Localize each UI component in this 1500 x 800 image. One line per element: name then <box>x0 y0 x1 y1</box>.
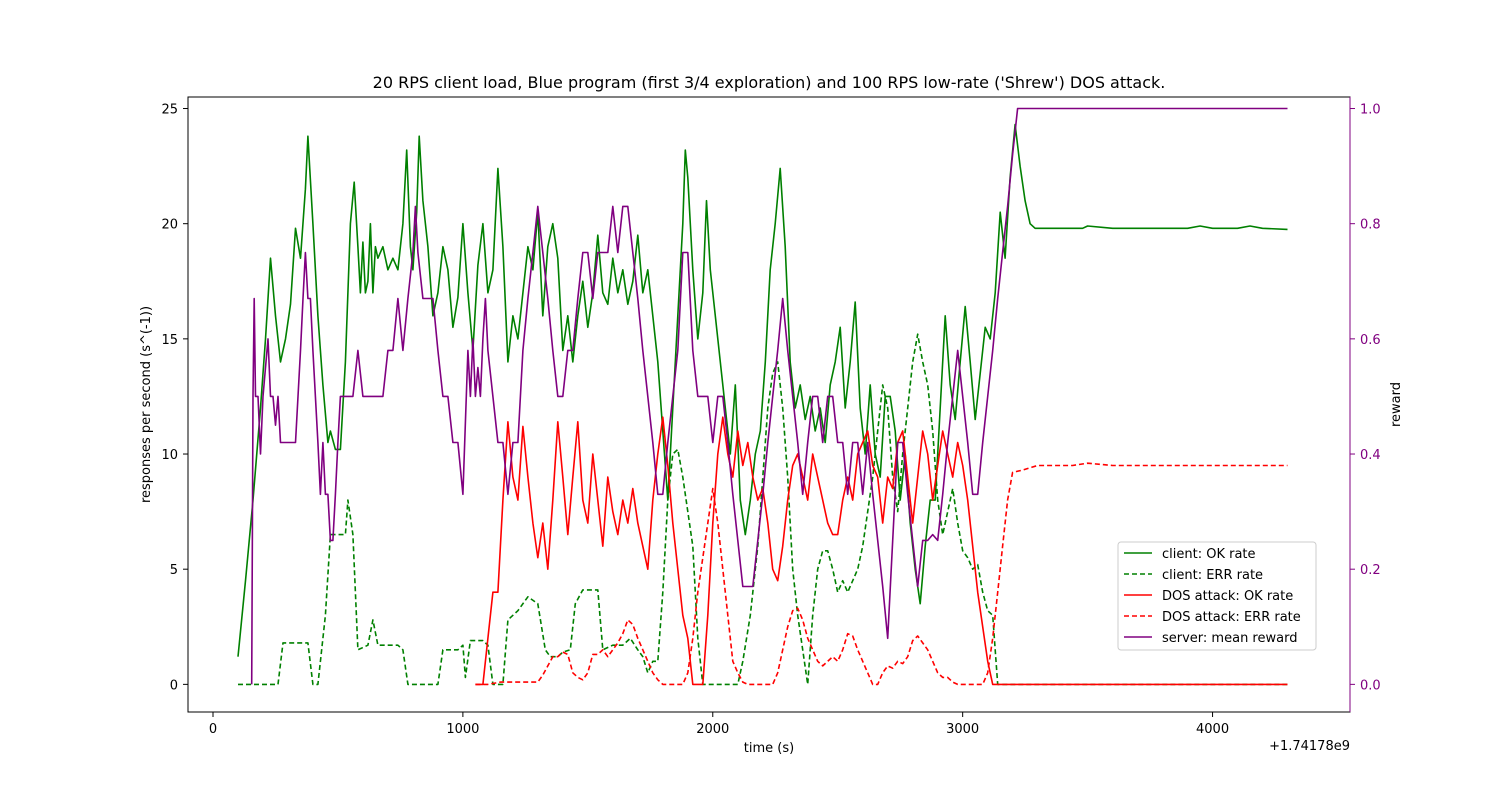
y-tick-label: 20 <box>161 218 178 233</box>
series-line-3 <box>475 462 1288 686</box>
y-tick-label: 10 <box>161 448 178 463</box>
series-line-0 <box>237 123 1288 657</box>
y-axis: 0 5 10 15 20 25 <box>161 103 188 693</box>
x-tick-label: 0 <box>209 722 217 737</box>
x-tick-label: 3000 <box>946 722 979 737</box>
x-tick-label: 4000 <box>1196 722 1229 737</box>
legend-label: client: ERR rate <box>1162 568 1263 583</box>
legend-box <box>1117 541 1317 651</box>
y-tick-label: 5 <box>170 563 178 578</box>
y2-tick-label: 0.6 <box>1360 333 1381 348</box>
y2-tick-label: 0.4 <box>1360 448 1381 463</box>
chart-title: 20 RPS client load, Blue program (first … <box>373 73 1166 92</box>
y2-axis: 0.0 0.2 0.4 0.6 0.8 1.0 <box>1349 97 1381 712</box>
y2-tick-label: 0.8 <box>1360 218 1381 233</box>
y-tick-label: 0 <box>170 678 178 693</box>
legend-label: DOS attack: ERR rate <box>1162 610 1301 625</box>
x-offset-label: +1.74178e9 <box>1269 739 1350 754</box>
y-tick-label: 25 <box>161 103 178 118</box>
legend-label: client: OK rate <box>1162 547 1256 562</box>
y-axis-label: responses per second (s^(-1)) <box>139 306 154 503</box>
y2-tick-label: 0.2 <box>1360 563 1381 578</box>
series-line-4 <box>250 107 1288 685</box>
legend-label: server: mean reward <box>1162 631 1297 646</box>
series-line-2 <box>475 416 1288 686</box>
y-tick-label: 15 <box>161 333 178 348</box>
x-axis-label: time (s) <box>744 741 794 756</box>
series-line-1 <box>238 333 1288 686</box>
x-axis: 0 1000 2000 3000 4000 <box>209 712 1229 737</box>
x-tick-label: 1000 <box>446 722 479 737</box>
x-tick-label: 2000 <box>696 722 729 737</box>
legend: client: OK rate client: ERR rate DOS attac… <box>1117 541 1317 651</box>
series-layer <box>237 107 1288 686</box>
y2-axis-label: reward <box>1389 382 1404 427</box>
legend-label: DOS attack: OK rate <box>1162 589 1293 604</box>
y2-tick-label: 1.0 <box>1360 103 1381 118</box>
y2-tick-label: 0.0 <box>1360 678 1381 693</box>
